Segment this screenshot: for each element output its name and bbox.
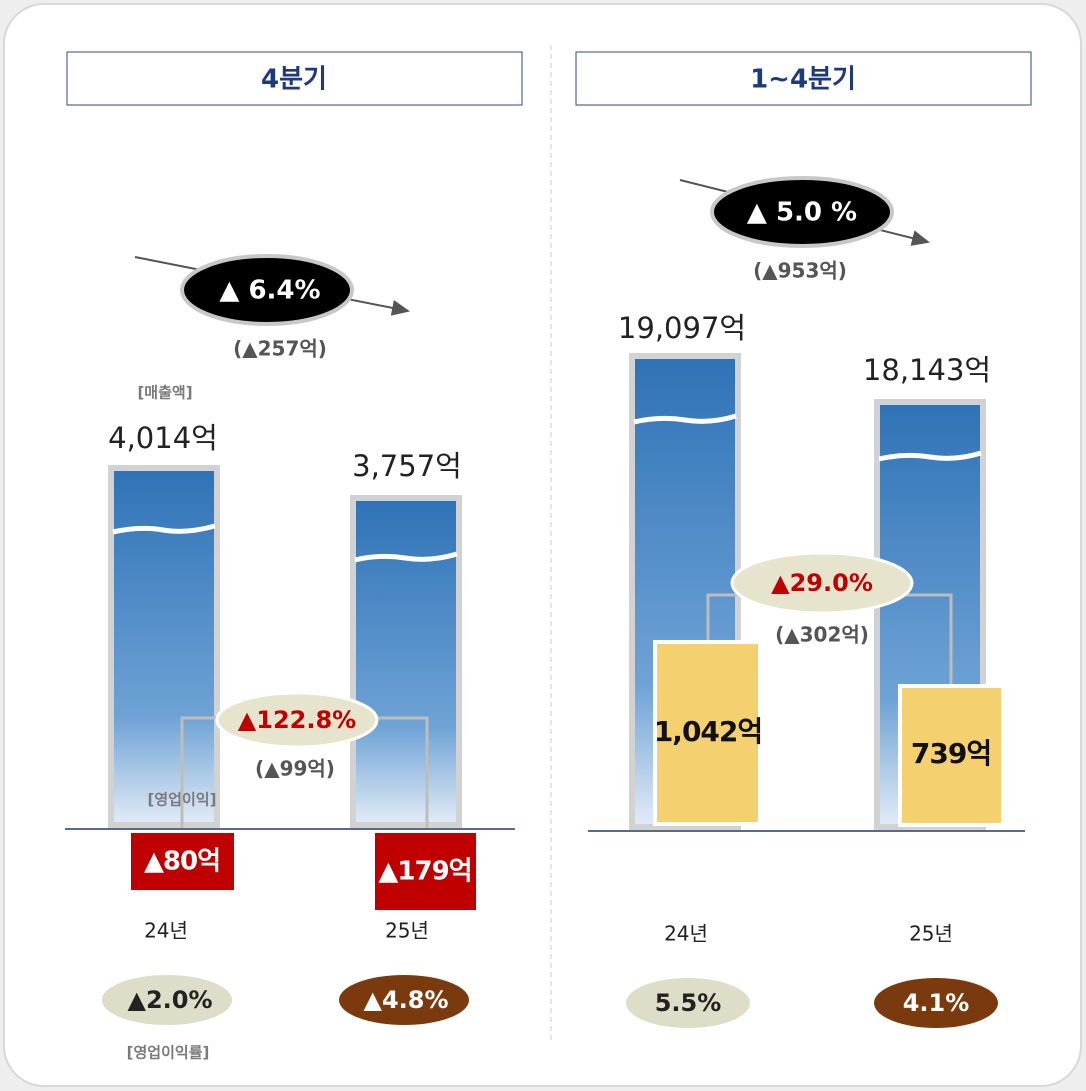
op-change: ▲122.8% [238,706,356,734]
margin-badge [102,975,232,1025]
year: 25년 [385,919,429,943]
op-value: ▲80억 [144,847,220,877]
op-box [898,684,1005,827]
sales-change: ▲ 5.0 % [747,198,857,228]
margin-badge [339,975,469,1025]
op-box [131,833,234,890]
op-change-amount: (▲302억) [775,623,869,647]
margin-badge [626,978,750,1028]
sales-value: 4,014억 [108,421,218,455]
op-change-badge [215,691,379,749]
break [112,523,216,535]
op-value: 739억 [911,737,991,770]
op-value: ▲179억 [378,857,471,887]
change-badge [180,254,354,326]
margin: 4.1% [903,989,970,1017]
sales-change-amount: (▲953억) [753,259,847,283]
break [633,413,737,425]
margin-label: [영업이익률] [127,1044,210,1062]
margin: ▲2.0% [127,986,212,1014]
op-box [375,833,476,910]
panel-title: 1~4분기 [750,65,856,95]
op-box [653,640,762,826]
title-box [66,51,523,106]
op-change: ▲29.0% [771,569,873,597]
title-box [575,51,1032,106]
year: 25년 [909,922,953,946]
sales-change: ▲ 6.4% [219,276,320,306]
sales-label: [매출액] [137,384,192,402]
year: 24년 [664,922,708,946]
margin: ▲4.8% [363,986,448,1014]
op-value: 1,042억 [654,715,762,748]
sales-value: 18,143억 [863,353,991,387]
break [878,450,982,462]
year: 24년 [144,919,188,943]
sales-bar [350,495,462,828]
margin: 5.5% [655,989,722,1017]
change-badge [710,176,894,248]
margin-badge [874,978,998,1028]
sales-value: 19,097억 [618,311,746,345]
panel-title: 4분기 [261,65,327,95]
break [354,551,458,563]
op-label: [영업이익] [148,791,217,809]
sales-value: 3,757억 [352,449,462,483]
op-change-badge [730,551,914,615]
sales-bar [108,465,220,828]
sales-change-amount: (▲257억) [233,337,327,361]
op-change-amount: (▲99억) [255,757,335,781]
